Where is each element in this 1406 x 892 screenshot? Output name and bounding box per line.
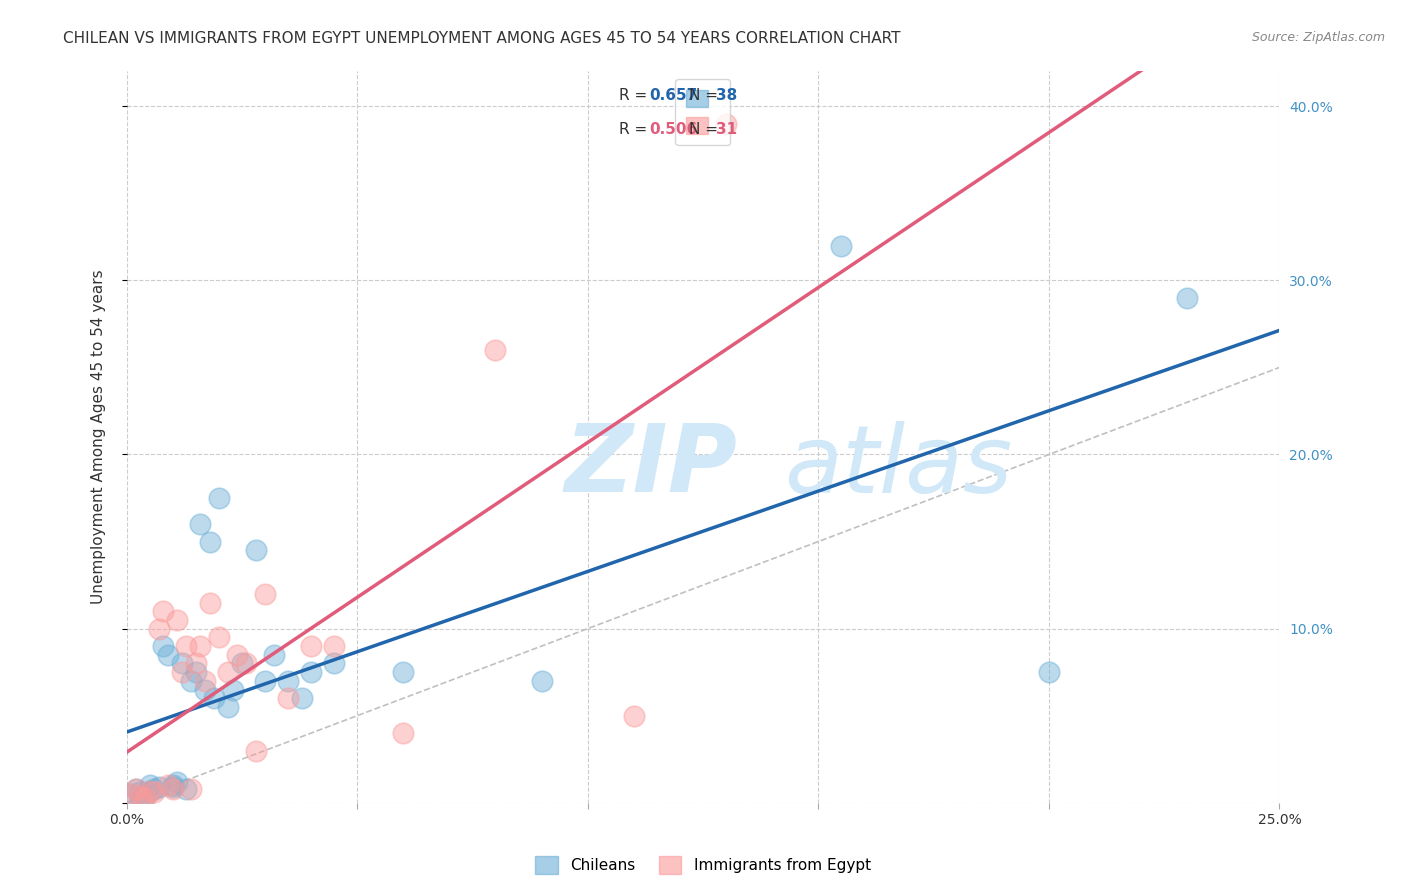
Point bbox=[623, 708, 645, 723]
Text: 0.657: 0.657 bbox=[650, 88, 697, 103]
Text: R =: R = bbox=[619, 88, 652, 103]
Point bbox=[245, 743, 267, 757]
Point bbox=[184, 665, 207, 680]
Point bbox=[180, 673, 202, 688]
Point bbox=[299, 639, 322, 653]
Point bbox=[176, 639, 198, 653]
Point bbox=[170, 657, 193, 671]
Point bbox=[530, 673, 553, 688]
Point bbox=[299, 665, 322, 680]
Point bbox=[166, 775, 188, 789]
Point bbox=[1038, 665, 1060, 680]
Point bbox=[148, 780, 170, 794]
Point bbox=[1175, 291, 1198, 305]
Point bbox=[166, 613, 188, 627]
Point bbox=[162, 778, 184, 792]
Legend: , : , bbox=[675, 79, 731, 145]
Text: 0.506: 0.506 bbox=[650, 122, 697, 136]
Text: CHILEAN VS IMMIGRANTS FROM EGYPT UNEMPLOYMENT AMONG AGES 45 TO 54 YEARS CORRELAT: CHILEAN VS IMMIGRANTS FROM EGYPT UNEMPLO… bbox=[63, 31, 901, 46]
Point bbox=[129, 789, 152, 803]
Point bbox=[184, 657, 207, 671]
Point bbox=[323, 639, 346, 653]
Point bbox=[291, 691, 314, 706]
Point bbox=[125, 781, 148, 796]
Point bbox=[221, 682, 243, 697]
Point bbox=[194, 682, 217, 697]
Point bbox=[138, 783, 160, 797]
Point bbox=[162, 780, 184, 794]
Point bbox=[176, 781, 198, 796]
Point bbox=[202, 691, 225, 706]
Point bbox=[208, 491, 231, 505]
Point bbox=[226, 648, 249, 662]
Point bbox=[714, 117, 737, 131]
Text: R =: R = bbox=[619, 122, 652, 136]
Point bbox=[198, 595, 221, 609]
Text: 38: 38 bbox=[716, 88, 737, 103]
Point bbox=[180, 781, 202, 796]
Point bbox=[188, 639, 211, 653]
Point bbox=[198, 534, 221, 549]
Point bbox=[484, 343, 506, 357]
Point bbox=[208, 631, 231, 645]
Point bbox=[162, 781, 184, 796]
Point bbox=[138, 783, 160, 797]
Text: 31: 31 bbox=[716, 122, 737, 136]
Text: ZIP: ZIP bbox=[565, 420, 738, 512]
Point bbox=[129, 785, 152, 799]
Point bbox=[143, 785, 166, 799]
Point bbox=[253, 587, 276, 601]
Point bbox=[277, 673, 299, 688]
Point bbox=[134, 790, 156, 805]
Point bbox=[188, 517, 211, 532]
Text: atlas: atlas bbox=[783, 421, 1012, 512]
Point bbox=[157, 648, 180, 662]
Point bbox=[157, 778, 180, 792]
Point bbox=[143, 781, 166, 796]
Point bbox=[120, 787, 142, 801]
Point bbox=[120, 787, 142, 801]
Point bbox=[263, 648, 285, 662]
Point bbox=[323, 657, 346, 671]
Point bbox=[392, 665, 415, 680]
Point bbox=[138, 778, 160, 792]
Point bbox=[194, 673, 217, 688]
Point bbox=[245, 543, 267, 558]
Point bbox=[217, 665, 239, 680]
Point bbox=[170, 665, 193, 680]
Text: Source: ZipAtlas.com: Source: ZipAtlas.com bbox=[1251, 31, 1385, 45]
Point bbox=[235, 657, 257, 671]
Point bbox=[134, 789, 156, 803]
Point bbox=[277, 691, 299, 706]
Point bbox=[152, 604, 174, 618]
Text: N =: N = bbox=[689, 88, 723, 103]
Text: N =: N = bbox=[689, 122, 723, 136]
Point bbox=[129, 790, 152, 805]
Point bbox=[392, 726, 415, 740]
Point bbox=[253, 673, 276, 688]
Point bbox=[217, 700, 239, 714]
Point bbox=[152, 639, 174, 653]
Legend: Chileans, Immigrants from Egypt: Chileans, Immigrants from Egypt bbox=[529, 850, 877, 880]
Y-axis label: Unemployment Among Ages 45 to 54 years: Unemployment Among Ages 45 to 54 years bbox=[91, 269, 105, 605]
Point bbox=[148, 622, 170, 636]
Point bbox=[231, 657, 253, 671]
Point bbox=[125, 781, 148, 796]
Point bbox=[830, 238, 852, 252]
